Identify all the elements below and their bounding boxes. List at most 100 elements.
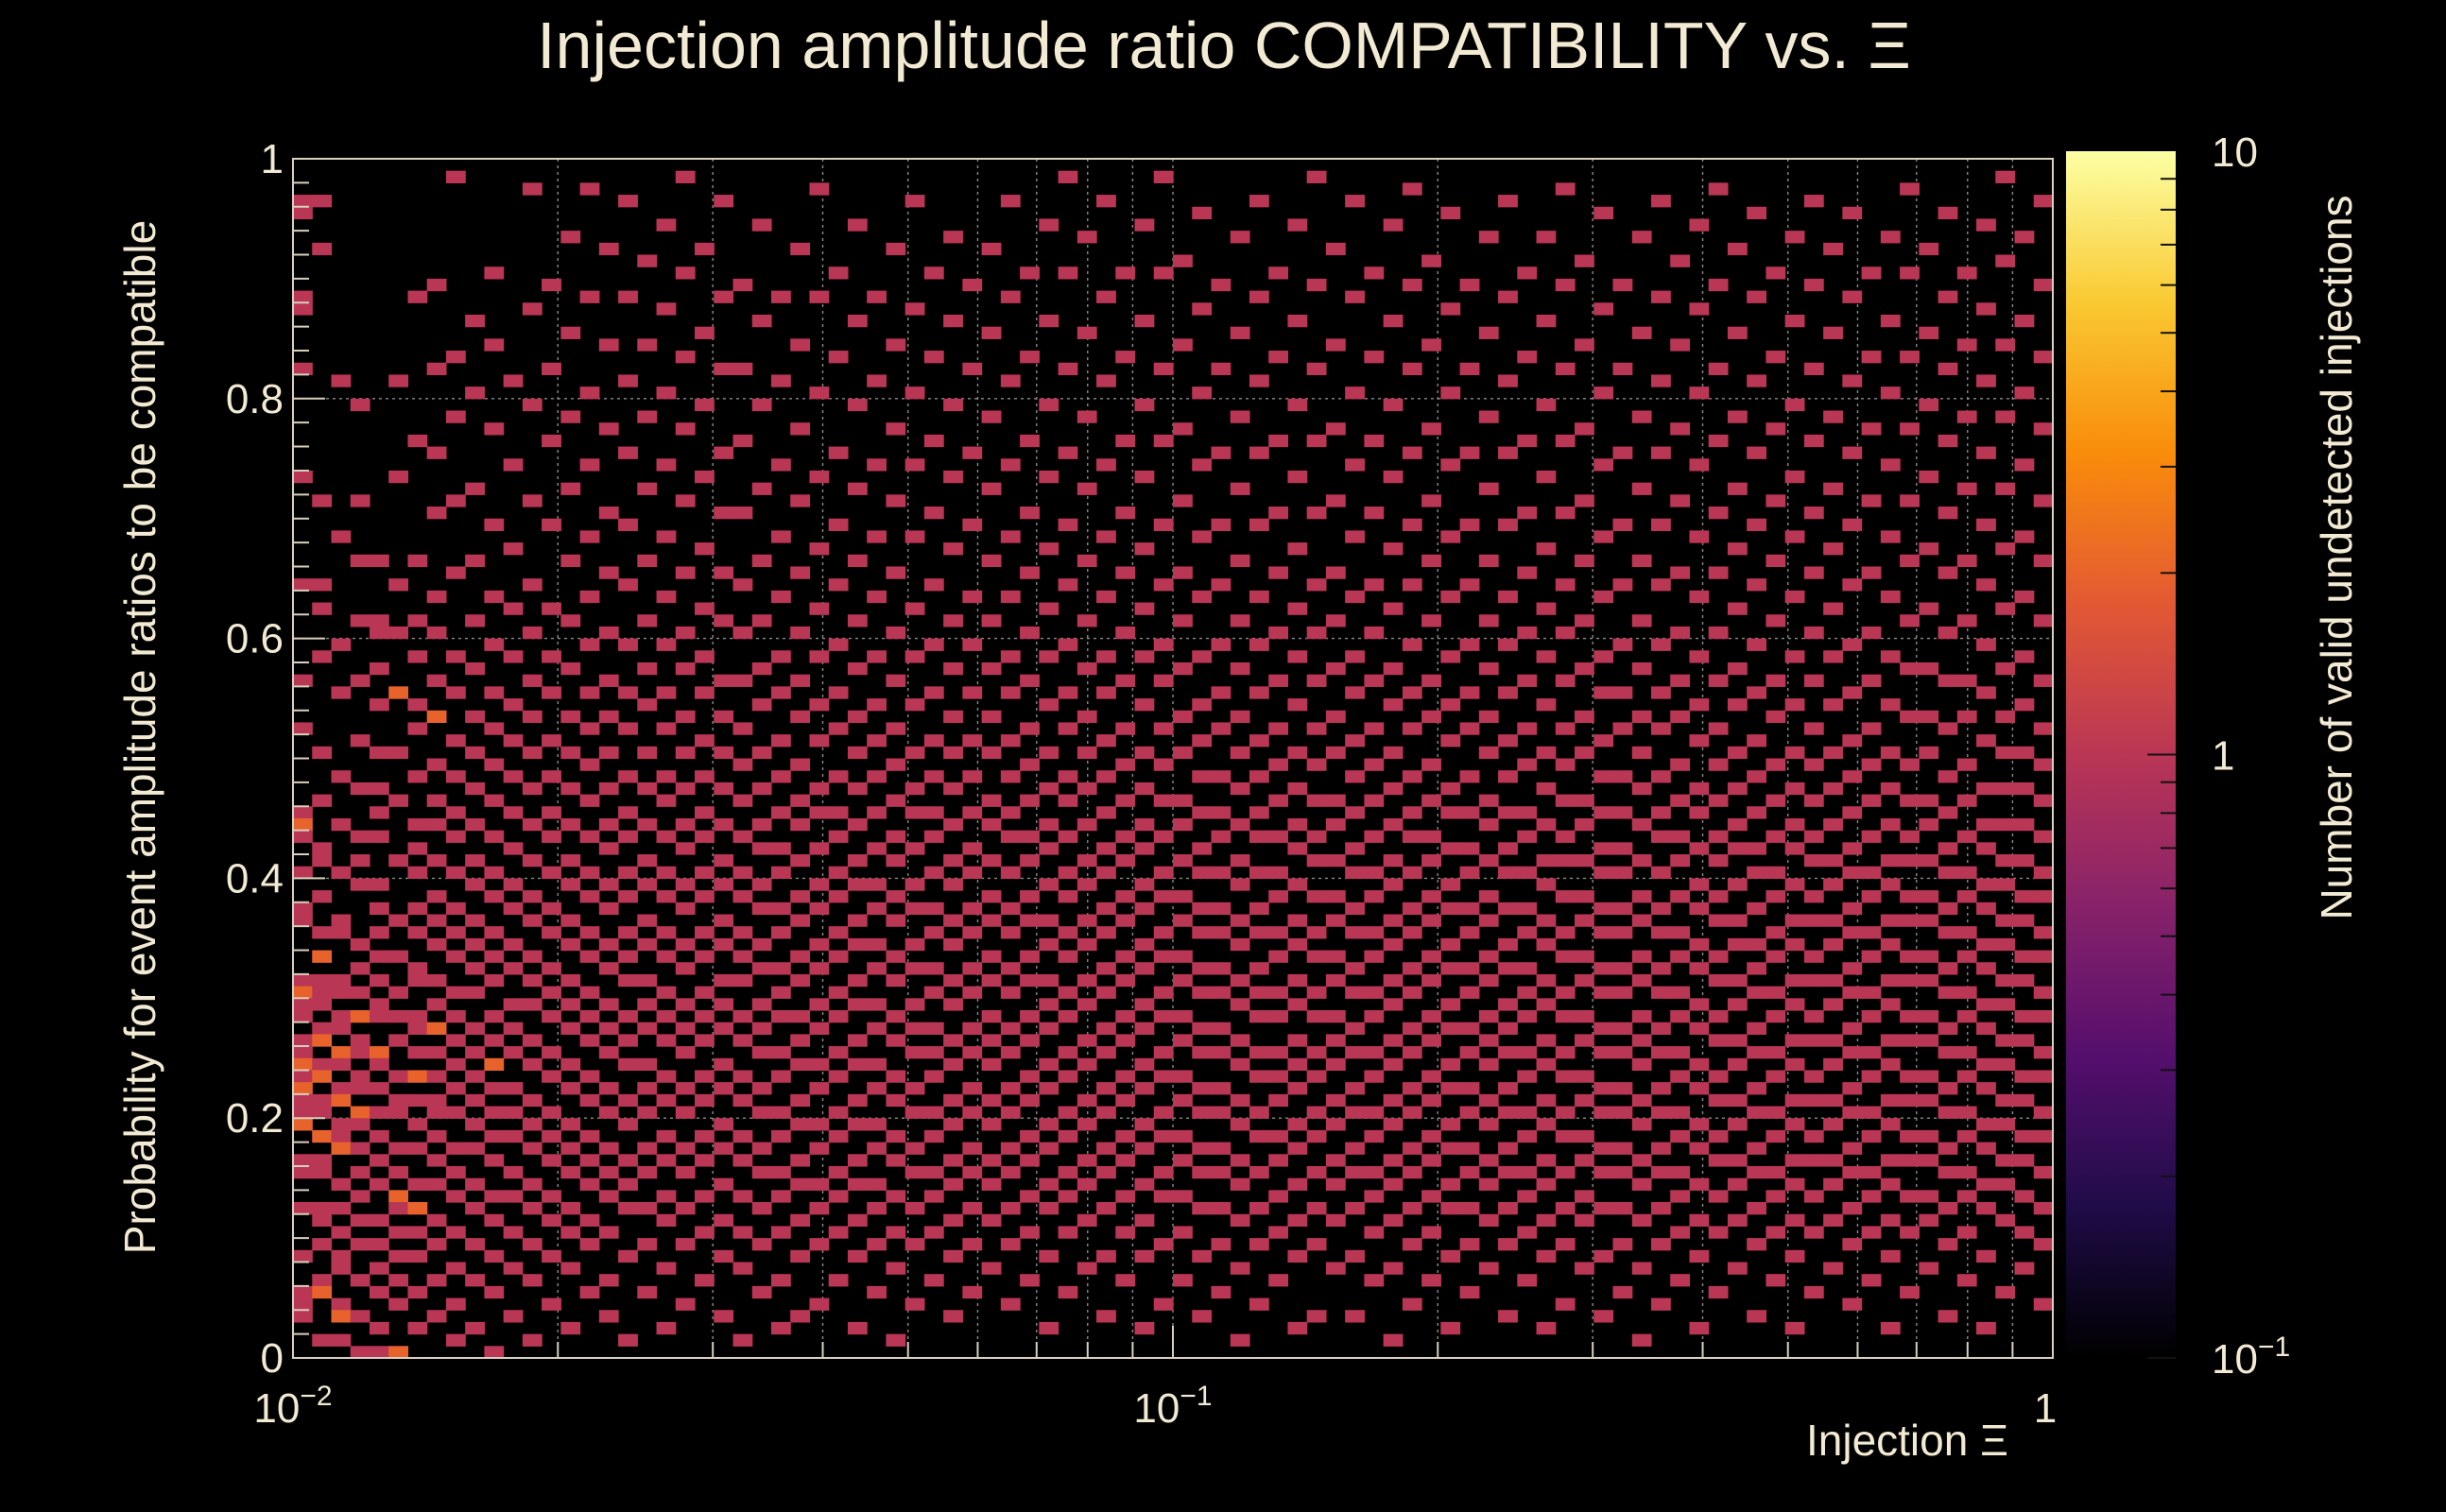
heatmap-cell [1919,470,1939,484]
heatmap-cell [1689,530,1710,543]
heatmap-cell [1192,1202,1213,1215]
heatmap-cell [790,1034,811,1047]
heatmap-cell [542,1046,561,1059]
heatmap-cell [1784,782,1805,796]
heatmap-cell [579,182,600,196]
heatmap-cell [350,1238,370,1251]
heatmap-cell [1747,806,1767,819]
heatmap-cell [904,602,925,615]
heatmap-cell [1000,902,1021,916]
heatmap-cell [618,1249,638,1263]
heatmap-cell [1593,686,1614,699]
heatmap-cell [1153,674,1174,687]
heatmap-cell [1115,1070,1136,1083]
heatmap-cell [1575,914,1594,927]
heatmap-cell [828,446,849,459]
heatmap-cell [1440,962,1461,975]
heatmap-cell [445,866,466,879]
heatmap-cell [293,1154,313,1167]
heatmap-cell [1727,998,1748,1011]
heatmap-cell [1173,854,1193,868]
heatmap-cell [656,1009,677,1023]
heatmap-cell [867,1238,887,1251]
heatmap-cell [522,1057,543,1072]
heatmap-cell [1096,1202,1116,1215]
heatmap-cell [1803,973,1824,988]
heatmap-cell [1938,722,1958,735]
heatmap-cell [579,1129,600,1143]
heatmap-cell [1670,566,1691,579]
heatmap-cell [1192,206,1213,220]
axes: 10−2 10−1 100.20.40.60.81 [226,136,2057,1432]
heatmap-cell [293,1118,313,1131]
heatmap-cell [465,1022,485,1035]
heatmap-cell [484,1346,505,1359]
heatmap-cell [732,1070,753,1083]
heatmap-cell [886,338,906,352]
heatmap-cell [1842,986,1863,999]
heatmap-cell [503,770,524,783]
heatmap-cell [904,1106,925,1119]
heatmap-cell [465,1093,485,1108]
heatmap-cell [1096,1165,1116,1179]
heatmap-cell [522,890,543,903]
heatmap-cell [1192,1046,1213,1059]
heatmap-cell [1612,362,1633,376]
heatmap-cell [770,374,791,387]
heatmap-cell [1268,1274,1289,1287]
heatmap-cell [1575,1154,1594,1167]
heatmap-cell [522,1333,543,1347]
heatmap-cell [1593,1082,1614,1095]
heatmap-cell [1287,542,1308,556]
heatmap-cell [1650,902,1671,916]
heatmap-cell [1478,710,1499,724]
heatmap-cell [1555,890,1576,903]
heatmap-cell [1938,1165,1958,1179]
heatmap-cell [1364,1070,1385,1083]
heatmap-cell [1593,650,1614,663]
heatmap-cell [1803,890,1824,903]
heatmap-cell [503,1226,524,1239]
heatmap-cell [484,1154,505,1167]
heatmap-cell [1631,482,1652,495]
heatmap-cell [1440,650,1461,663]
heatmap-cell [637,662,658,676]
heatmap-cell [369,1238,389,1251]
heatmap-cell [1039,1321,1059,1335]
heatmap-cell [714,1142,734,1155]
heatmap-cell [1766,1070,1786,1083]
heatmap-cell [1766,926,1786,939]
heatmap-cell [1039,937,1059,952]
heatmap-cell [312,986,333,999]
heatmap-cell [1842,206,1863,220]
heatmap-cell [1956,482,1977,495]
heatmap-cell [560,1022,581,1035]
heatmap-cell [1173,1093,1193,1108]
heatmap-cell [1192,1165,1213,1179]
heatmap-cell [1077,998,1097,1011]
heatmap-cell [962,1142,983,1155]
heatmap-cell [1555,578,1576,592]
heatmap-cell [1345,806,1365,819]
heatmap-cell [943,1118,963,1131]
heatmap-cell [579,290,600,303]
heatmap-cell [388,1093,409,1108]
heatmap-cell [1077,326,1097,339]
heatmap-cell [1421,422,1441,436]
heatmap-cell [1803,362,1824,376]
heatmap-cell [904,530,925,543]
heatmap-cell [542,986,561,999]
heatmap-cell [1708,758,1729,771]
heatmap-cell [828,1226,849,1239]
heatmap-cell [369,830,389,843]
heatmap-cell [1747,962,1767,975]
heatmap-cell [1345,926,1365,939]
heatmap-cell [1555,854,1576,868]
heatmap-cell [2033,758,2054,771]
heatmap-cell [350,554,370,568]
heatmap-cell [1517,1070,1538,1083]
heatmap-cell [1096,590,1116,604]
heatmap-cell [1919,710,1939,724]
heatmap-cell [407,1285,428,1299]
heatmap-cell [1555,1129,1576,1143]
